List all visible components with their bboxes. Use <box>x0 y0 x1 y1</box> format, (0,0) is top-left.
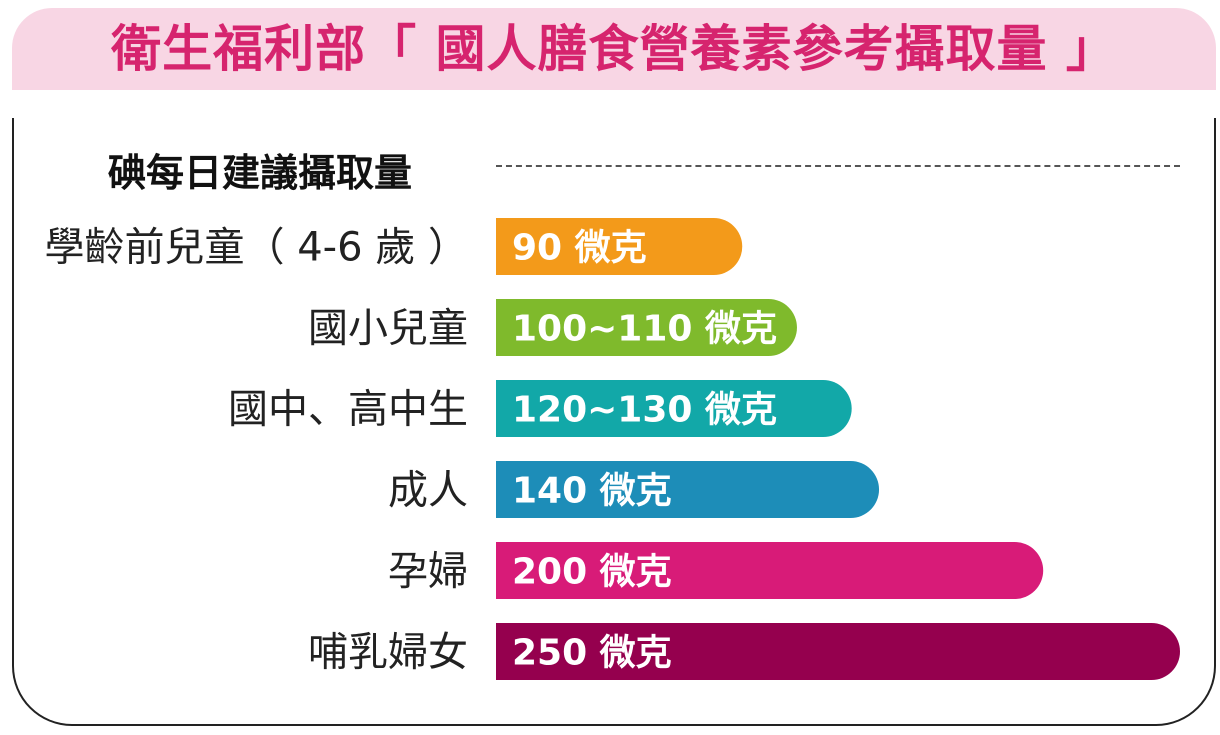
category-label: 哺乳婦女 <box>308 630 468 676</box>
bar-3 <box>496 460 880 518</box>
category-label: 國中、高中生 <box>228 387 468 433</box>
category-label: 成人 <box>388 468 468 514</box>
page-title: 衛生福利部「 國人膳食營養素參考攝取量 」 <box>111 20 1117 78</box>
chart-panel <box>12 118 1216 726</box>
bar-value-label: 100~110 微克 <box>512 309 777 350</box>
bar-value-label: 140 微克 <box>512 471 672 512</box>
category-label: 學齡前兒童（ 4-6 歲 ） <box>45 225 468 271</box>
category-label: 孕婦 <box>388 549 468 595</box>
bar-value-label: 250 微克 <box>512 633 672 674</box>
bar-value-label: 200 微克 <box>512 552 672 593</box>
bar-2 <box>496 380 852 437</box>
chart-title: 碘每日建議攝取量 <box>108 151 413 195</box>
title-bar: 衛生福利部「 國人膳食營養素參考攝取量 」 <box>12 8 1216 90</box>
bar-value-label: 120~130 微克 <box>512 390 777 431</box>
bar-value-label: 90 微克 <box>512 228 647 269</box>
category-label: 國小兒童 <box>308 306 468 352</box>
bar-0 <box>496 218 743 275</box>
bar-5 <box>496 623 1180 680</box>
bar-1 <box>496 299 797 356</box>
bar-4 <box>496 542 1044 599</box>
dashed-divider <box>496 165 1180 167</box>
